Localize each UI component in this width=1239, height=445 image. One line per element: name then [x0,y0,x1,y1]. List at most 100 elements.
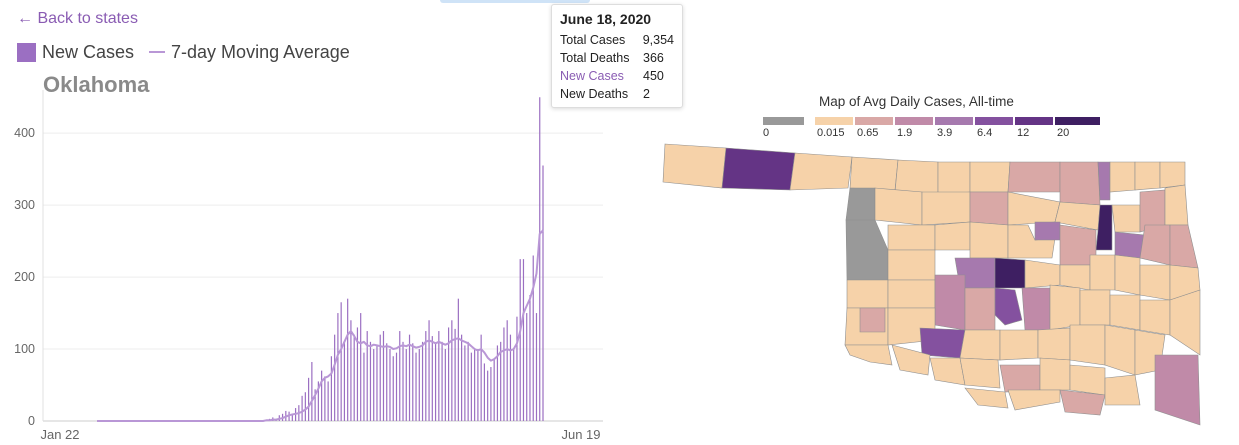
county[interactable] [891,344,931,376]
county[interactable] [1169,289,1201,356]
map-legend-label: 3.9 [937,127,953,139]
y-tick-label: 0 [28,414,35,428]
back-to-states-link[interactable]: ← Back to states [17,10,138,27]
y-tick-label: 200 [14,270,35,284]
map-legend-bin [895,117,933,125]
county[interactable] [845,187,876,221]
oklahoma-county-map[interactable] [660,140,1205,430]
county[interactable] [1024,259,1061,289]
county[interactable] [921,191,971,226]
county[interactable] [994,257,1026,289]
x-tick-label: Jun 19 [561,427,600,442]
map-legend-bin [855,117,893,125]
tooltip-label: Total Cases [560,33,626,47]
top-tab-indicator [440,0,590,3]
county[interactable] [999,364,1041,393]
county[interactable] [845,219,889,281]
county[interactable] [1079,289,1111,326]
county[interactable] [1154,354,1201,426]
county[interactable] [1159,161,1186,189]
tooltip-row-total-cases: Total Cases 9,354 [560,31,674,49]
county[interactable] [969,161,1011,193]
county[interactable] [1109,294,1141,331]
county[interactable] [1021,287,1051,331]
county[interactable] [929,357,966,386]
tooltip-row-total-deaths: Total Deaths 366 [560,49,674,67]
county[interactable] [1109,161,1136,193]
county[interactable] [969,191,1009,226]
county[interactable] [934,221,971,251]
county[interactable] [959,357,1001,389]
county[interactable] [1007,161,1061,193]
county[interactable] [894,159,939,196]
x-tick-label: Jan 22 [40,427,79,442]
county[interactable] [969,221,1009,259]
county[interactable] [1164,184,1189,226]
county[interactable] [1007,191,1061,226]
map-legend-bin [1015,117,1053,125]
county[interactable] [887,224,936,251]
county[interactable] [887,249,936,281]
county[interactable] [934,274,966,331]
map-legend-bin [1055,117,1100,125]
moving-average-swatch [149,51,166,53]
map-legend-label: 1.9 [897,127,913,139]
county[interactable] [721,147,796,191]
county[interactable] [1089,254,1116,291]
county[interactable] [1139,299,1171,336]
county[interactable] [1104,374,1141,406]
tooltip-label: New Deaths [560,87,629,101]
tooltip-value: 2 [643,87,650,101]
county[interactable] [887,279,936,309]
county[interactable] [959,329,1001,361]
county[interactable] [964,387,1009,409]
county[interactable] [1139,224,1171,266]
county[interactable] [1169,224,1199,269]
county[interactable] [859,307,886,333]
county[interactable] [1114,254,1141,296]
map-legend-label: 0 [763,127,770,139]
county[interactable] [1095,204,1113,251]
county[interactable] [999,329,1039,361]
county[interactable] [1034,221,1061,241]
county[interactable] [1134,161,1161,191]
cases-chart[interactable]: 0 100 200 300 400 Jan 22 Jun 19 [0,90,615,445]
map-legend-label: 6.4 [977,127,993,139]
moving-average-legend-label: 7-day Moving Average [171,41,350,62]
county[interactable] [1069,324,1106,366]
chart-tooltip: June 18, 2020 Total Cases 9,354 Total De… [551,4,683,108]
county[interactable] [1039,357,1071,391]
county[interactable] [919,327,966,359]
moving-average-line [97,229,544,422]
county[interactable] [1139,264,1171,301]
county[interactable] [1059,161,1101,206]
map-legend-bins [763,117,1103,125]
county[interactable] [1059,389,1106,416]
county[interactable] [1104,324,1136,376]
county[interactable] [846,279,889,309]
county[interactable] [844,344,893,366]
map-legend-bin [763,117,804,125]
new-cases-swatch [17,42,36,62]
county[interactable] [1097,161,1111,201]
tooltip-row-new-cases: New Cases 450 [560,67,674,85]
county[interactable] [662,143,727,189]
county[interactable] [964,287,996,331]
county[interactable] [849,156,899,191]
map-legend: 0 0.015 0.65 1.9 3.9 6.4 12 20 [763,117,1103,141]
county[interactable] [994,287,1023,326]
map-legend-label: 20 [1057,127,1070,139]
county[interactable] [1111,204,1141,233]
map-title: Map of Avg Daily Cases, All-time [819,94,1014,109]
county[interactable] [1069,364,1106,396]
county[interactable] [1049,284,1081,331]
tooltip-label: New Cases [560,69,624,83]
chart-legend: New Cases 7-day Moving Average [17,41,350,63]
county[interactable] [789,152,853,191]
county[interactable] [937,161,971,196]
county[interactable] [874,187,923,226]
county[interactable] [1007,389,1061,411]
map-legend-bin [815,117,853,125]
tooltip-label: Total Deaths [560,51,630,65]
county[interactable] [1037,327,1071,361]
